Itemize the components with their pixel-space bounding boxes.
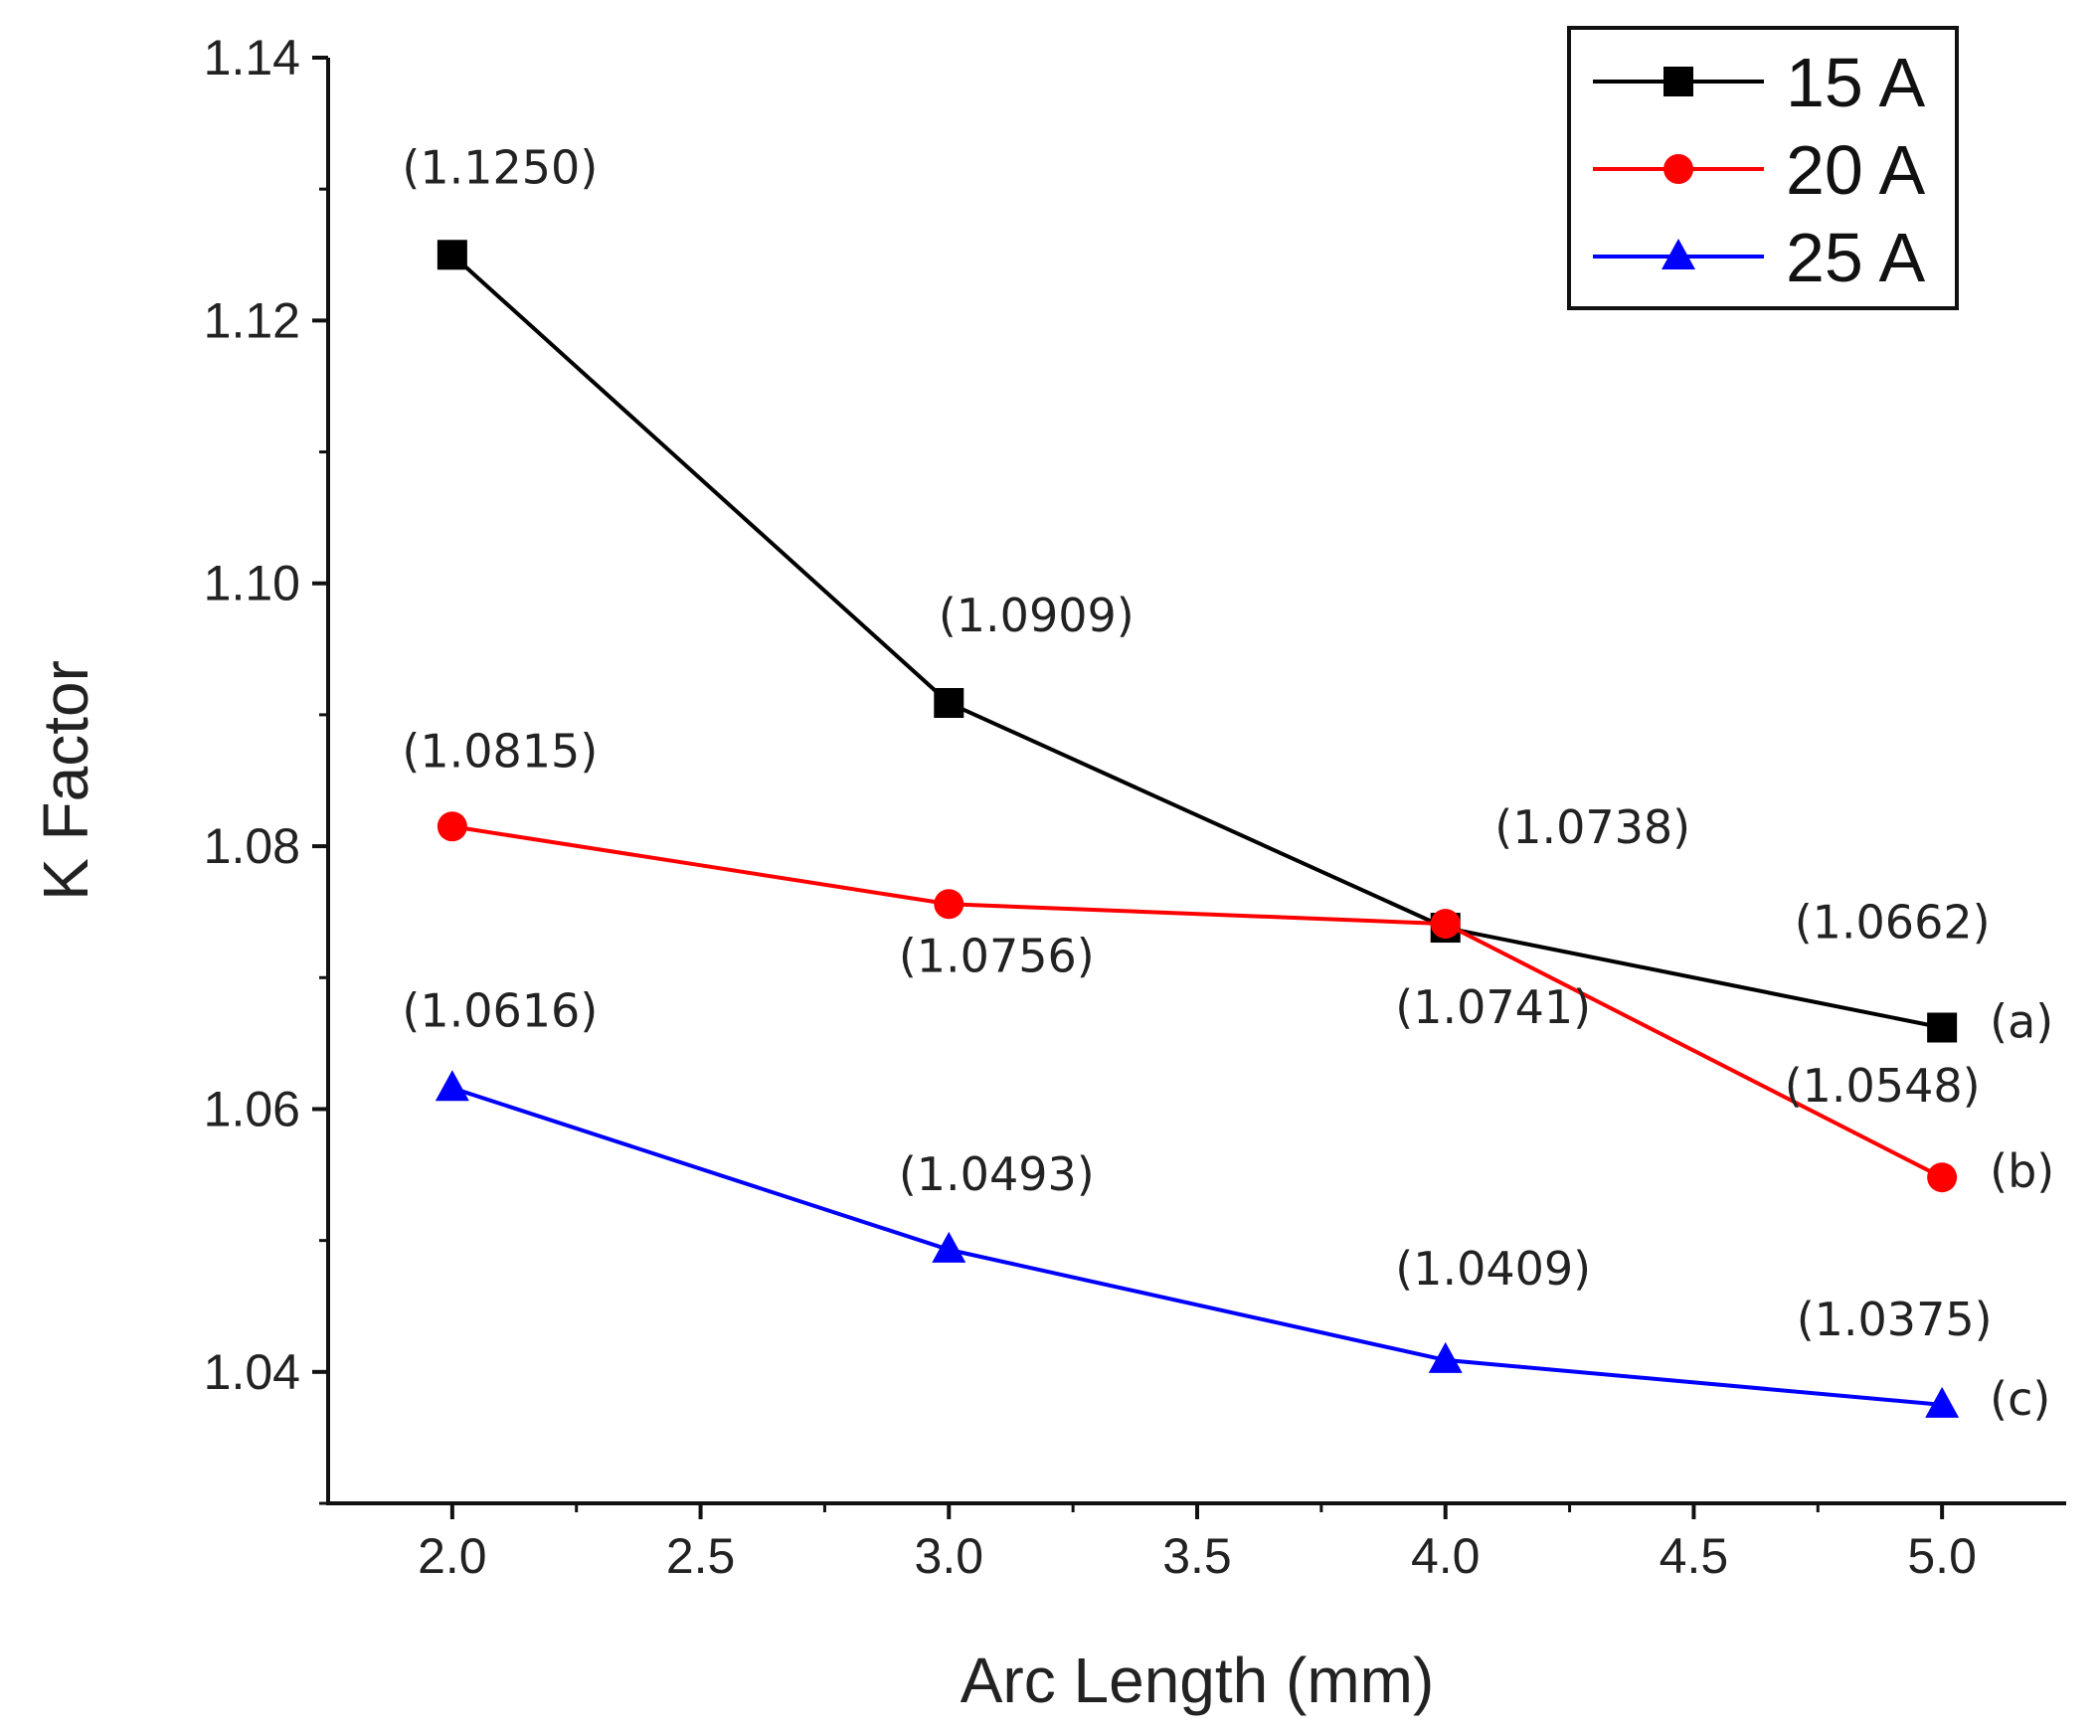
data-point (1428, 1341, 1463, 1373)
curve-label: (b) (1990, 1144, 2054, 1198)
legend-box (1567, 26, 1959, 310)
data-point (932, 1231, 966, 1263)
x-tick-label: 5.0 (1907, 1528, 1977, 1584)
data-point (437, 240, 467, 270)
point-label: (1.0616) (402, 983, 598, 1037)
series-line-25a (451, 1086, 1943, 1407)
x-axis-title: Arc Length (mm) (961, 1645, 1435, 1716)
legend-label: 15 A (1786, 44, 1925, 121)
data-point (934, 889, 964, 920)
series-line-20a (451, 824, 1944, 1179)
x-tick-label: 3.5 (1162, 1528, 1232, 1584)
data-point (934, 688, 964, 719)
y-axis-title: K Factor (30, 660, 101, 901)
x-tick-label: 2.5 (666, 1528, 736, 1584)
point-label: (1.0409) (1395, 1242, 1591, 1296)
point-label: (1.0756) (899, 929, 1095, 982)
y-tick-label: 1.04 (204, 1344, 300, 1400)
point-label: (1.0375) (1797, 1293, 1993, 1346)
point-label: (1.0548) (1785, 1059, 1981, 1113)
legend-label: 20 A (1786, 131, 1925, 209)
x-tick-label: 4.5 (1660, 1528, 1729, 1584)
legend-label: 25 A (1786, 219, 1925, 296)
data-point (1430, 909, 1461, 940)
data-point (1927, 1012, 1958, 1043)
point-label: (1.0662) (1795, 896, 1991, 950)
data-labels: (1.1250) (1.0909) (1.0738) (1.0662) (a) (1.08… (402, 140, 2054, 1426)
curve-label: (a) (1990, 995, 2053, 1049)
series-line-15a (450, 253, 1943, 1030)
point-label: (1.0815) (402, 724, 598, 778)
y-tick-label: 1.10 (204, 556, 300, 611)
axes: 1.04 1.06 1.08 1.10 1.12 1.14 2.0 2.5 3.0 3.5 4.0 4… (30, 30, 2066, 1716)
legend-marker (1662, 239, 1695, 269)
legend-marker (1663, 154, 1693, 184)
curve-label: (c) (1990, 1372, 2050, 1426)
point-label: (1.0909) (939, 589, 1135, 642)
y-tick-label: 1.14 (204, 30, 300, 86)
x-tick-label: 3.0 (915, 1528, 984, 1584)
x-tick-label: 2.0 (418, 1528, 487, 1584)
legend: 15 A 20 A 25 A (1567, 26, 1959, 310)
y-tick-label: 1.12 (204, 292, 300, 348)
x-tick-label: 4.0 (1411, 1528, 1481, 1584)
data-point (435, 1070, 469, 1102)
legend-marker (1663, 67, 1693, 96)
data-point (1927, 1162, 1958, 1193)
data-point (437, 811, 467, 842)
y-tick-label: 1.08 (204, 818, 300, 874)
data-point (1925, 1386, 1960, 1418)
point-label: (1.0741) (1395, 980, 1591, 1034)
point-label: (1.0738) (1494, 800, 1690, 854)
y-tick-label: 1.06 (204, 1081, 300, 1136)
point-label: (1.1250) (402, 140, 598, 194)
plot-series (435, 240, 1960, 1418)
point-label: (1.0493) (899, 1147, 1095, 1201)
